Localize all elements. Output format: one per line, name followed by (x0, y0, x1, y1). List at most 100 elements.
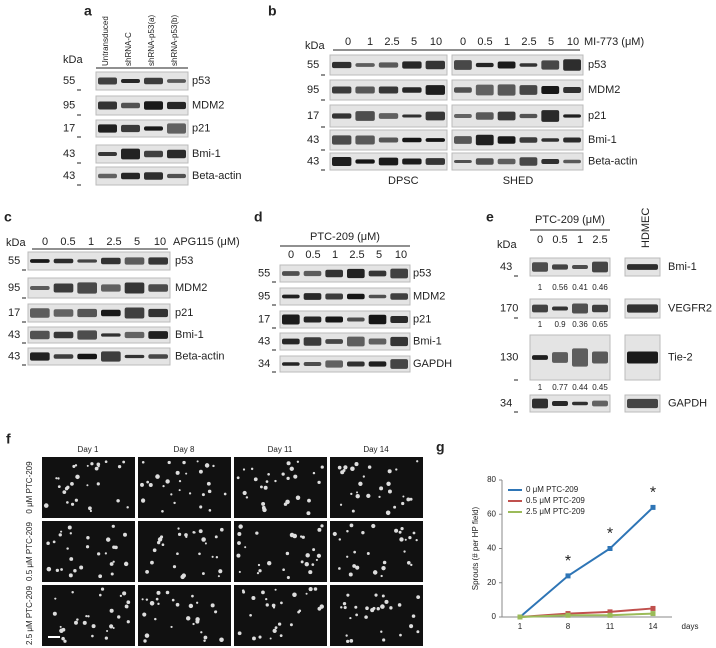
band (378, 113, 399, 119)
unit-label: kDa (6, 237, 26, 249)
cell (177, 527, 180, 530)
lane-label: 5 (548, 36, 554, 48)
micrograph (138, 457, 231, 518)
cell (223, 492, 227, 496)
band (167, 173, 186, 179)
lane-label: 1 (332, 249, 338, 261)
cell (416, 460, 419, 463)
cell (342, 468, 346, 473)
cell (112, 560, 115, 563)
legend-label: 0 μM PTC-209 (526, 485, 579, 494)
band (121, 124, 140, 133)
protein-label: Bmi-1 (175, 329, 204, 341)
cell (70, 502, 75, 506)
cell (69, 532, 72, 535)
quantification: 0.65 (592, 320, 608, 329)
cell (320, 465, 324, 469)
band (30, 285, 50, 291)
x-tick-label: 8 (566, 622, 571, 631)
cell (185, 472, 188, 475)
cell (399, 633, 402, 637)
cell (305, 553, 310, 558)
cell (411, 614, 416, 618)
cell (408, 536, 412, 540)
cell (46, 566, 52, 572)
cell (259, 485, 263, 489)
cell (352, 564, 357, 568)
cell (111, 524, 115, 528)
band (541, 110, 560, 122)
band (98, 77, 117, 85)
cell (317, 480, 321, 485)
cell-type: DPSC (388, 175, 419, 187)
cell (73, 568, 77, 573)
cell (379, 486, 384, 491)
cell (154, 617, 157, 621)
band (497, 111, 516, 121)
band (347, 361, 365, 367)
cell (66, 485, 70, 490)
band (144, 101, 163, 110)
band (563, 114, 581, 118)
cell (124, 604, 129, 609)
band (563, 59, 581, 71)
band (30, 308, 50, 318)
cell (308, 570, 313, 575)
cell (85, 545, 90, 549)
cell (378, 495, 381, 498)
band (332, 135, 352, 145)
band (77, 330, 97, 340)
cell (311, 563, 315, 566)
blot (279, 264, 411, 283)
lane-label: shRNA-p53(a) (147, 15, 156, 66)
band (303, 270, 322, 277)
cell (60, 530, 63, 533)
cell (304, 561, 309, 567)
cell (199, 505, 203, 509)
band (144, 172, 163, 180)
significance-mark: * (565, 553, 571, 570)
marker-label: 43 (307, 155, 319, 167)
band (592, 400, 608, 407)
band (77, 308, 97, 318)
band (378, 86, 399, 94)
lane-label: Untransduced (101, 16, 110, 66)
cell (265, 603, 269, 607)
cell (398, 530, 402, 534)
panel-letter: g (436, 439, 445, 455)
lane-label: 0 (345, 36, 351, 48)
panel-letter: b (268, 3, 277, 19)
cell (296, 460, 300, 463)
cell (337, 465, 342, 470)
cell (157, 602, 160, 606)
cell (170, 625, 173, 629)
cell (198, 529, 203, 534)
cell (265, 480, 269, 483)
lane-label: 1 (88, 236, 94, 248)
cell (353, 550, 356, 554)
cell (175, 470, 180, 475)
cell (409, 497, 413, 501)
cell (305, 592, 308, 595)
cell (69, 557, 74, 561)
band (519, 137, 538, 143)
cell (238, 570, 241, 574)
marker-label: 43 (63, 148, 75, 160)
cell (402, 495, 405, 498)
marker-label: 34 (258, 358, 270, 370)
cell (237, 532, 242, 537)
band (368, 361, 387, 367)
band (121, 172, 140, 180)
band (541, 138, 560, 142)
lane-label: 1 (367, 36, 373, 48)
series-line (519, 612, 654, 618)
cell (140, 498, 146, 503)
cell (215, 556, 219, 559)
protein-label: p21 (175, 307, 193, 319)
cell (110, 572, 114, 576)
lane-label: 1 (504, 36, 510, 48)
marker-label: 95 (258, 290, 270, 302)
cell (258, 569, 262, 573)
band (378, 137, 399, 143)
